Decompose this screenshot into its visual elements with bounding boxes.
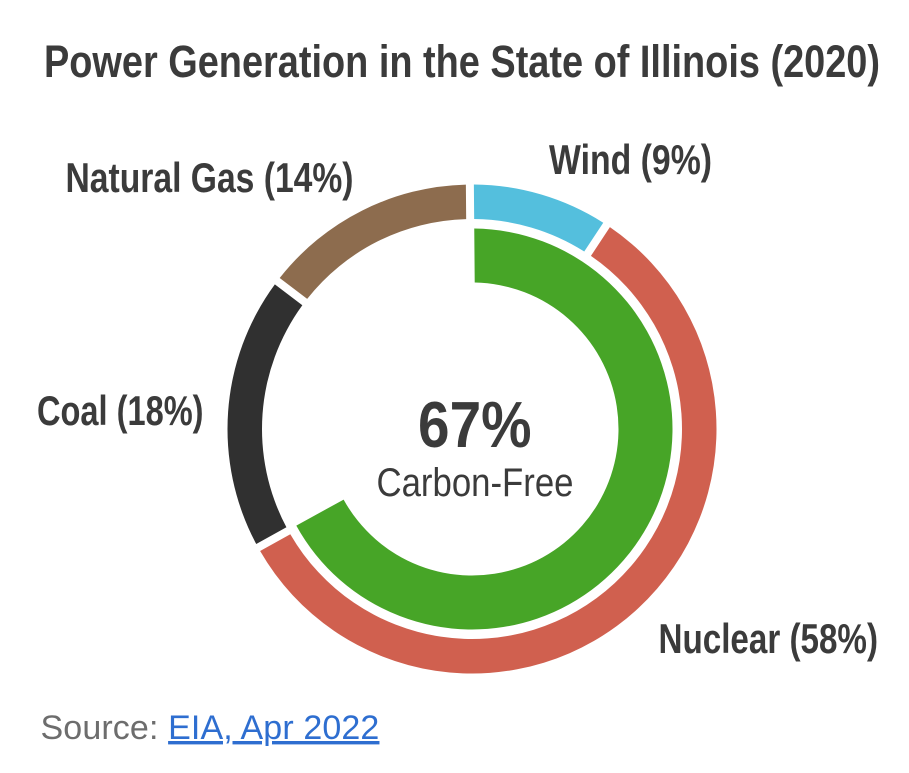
svg-text:67%: 67%: [418, 389, 532, 461]
svg-text:Source: EIA, Apr 2022: Source: EIA, Apr 2022: [41, 709, 380, 747]
svg-text:Coal (18%): Coal (18%): [37, 387, 204, 434]
svg-text:Wind (9%): Wind (9%): [549, 136, 712, 183]
svg-text:Nuclear (58%): Nuclear (58%): [659, 615, 879, 662]
svg-text:Carbon-Free: Carbon-Free: [377, 461, 574, 505]
svg-text:Natural Gas (14%): Natural Gas (14%): [66, 154, 354, 201]
svg-text:Power Generation in the State: Power Generation in the State of Illinoi…: [44, 36, 880, 87]
